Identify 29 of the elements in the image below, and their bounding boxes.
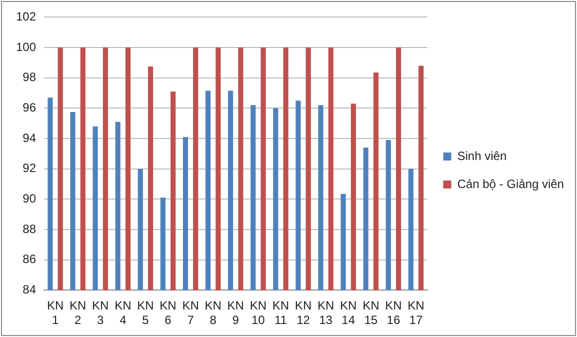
x-tick-label: KN 11 <box>272 298 290 328</box>
x-tick-label: KN 5 <box>137 298 154 328</box>
y-tick-label: 88 <box>22 222 36 236</box>
x-tick-label: KN 8 <box>204 298 222 328</box>
x-tick-label: KN 4 <box>114 298 132 328</box>
x-tick-label: KN 16 <box>385 298 402 328</box>
x-tick-label: KN 2 <box>70 298 86 328</box>
y-tick-label: 102 <box>16 10 36 24</box>
x-tick-label: KN 10 <box>250 298 267 328</box>
legend-label: Cán bộ - Giảng viên <box>457 176 564 191</box>
x-tick-label: KN 15 <box>362 298 380 328</box>
x-tick-label: KN 6 <box>160 298 176 328</box>
y-tick-label: 92 <box>22 161 36 176</box>
y-tick-label: 90 <box>22 192 36 206</box>
legend-label: Sinh viên <box>457 148 507 163</box>
x-tick-label: KN 3 <box>92 298 109 328</box>
y-tick-label: 94 <box>22 130 36 145</box>
x-tick-label: KN 17 <box>408 298 424 328</box>
x-tick-label: KN 13 <box>317 298 334 328</box>
x-tick-label: KN 9 <box>227 298 244 328</box>
y-tick-label: 86 <box>22 252 36 266</box>
y-tick-label: 98 <box>22 70 36 84</box>
x-tick-label: KN 7 <box>182 298 199 328</box>
x-tick-label: KN 12 <box>294 298 312 328</box>
x-tick-label: KN 1 <box>46 298 64 328</box>
y-tick-label: 100 <box>16 40 36 54</box>
y-tick-label: 96 <box>22 100 36 115</box>
y-tick-label: 84 <box>22 282 36 297</box>
x-tick-label: KN 14 <box>340 298 357 328</box>
